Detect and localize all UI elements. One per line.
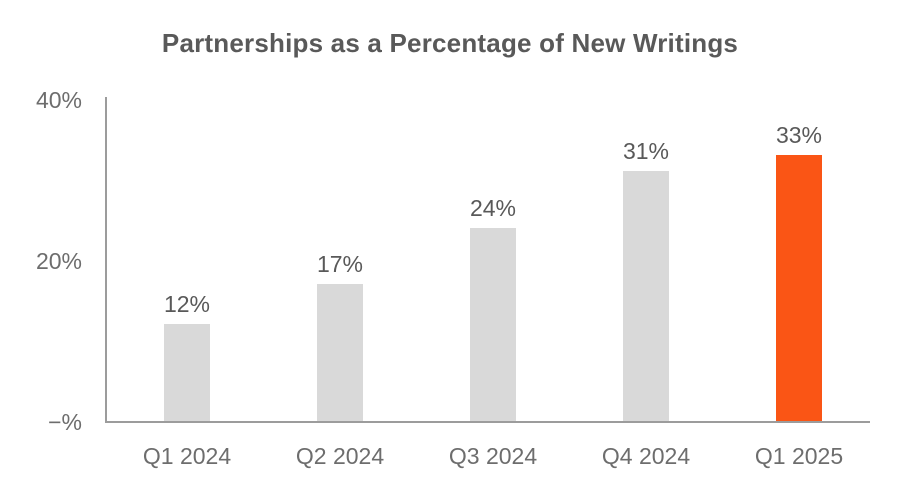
bar-value-label: 12% <box>163 291 211 317</box>
chart-title: Partnerships as a Percentage of New Writ… <box>161 28 739 58</box>
x-tick-label: Q4 2024 <box>601 443 691 469</box>
x-tick-label: Q3 2024 <box>448 443 538 469</box>
y-tick-label: 40% <box>35 87 82 113</box>
y-tick-label: −% <box>48 409 82 435</box>
bar <box>623 171 669 421</box>
bar-value-label: 24% <box>469 195 517 221</box>
bar-value-label: 17% <box>316 251 364 277</box>
y-axis-line <box>105 97 107 423</box>
x-tick-label: Q1 2024 <box>142 443 232 469</box>
x-tick-label: Q1 2025 <box>754 443 844 469</box>
bar <box>470 228 516 421</box>
bar <box>776 155 822 421</box>
bar <box>317 284 363 421</box>
y-tick-label: 20% <box>35 248 82 274</box>
x-tick-label: Q2 2024 <box>295 443 385 469</box>
bar <box>164 324 210 421</box>
bar-value-label: 31% <box>622 138 670 164</box>
bar-value-label: 33% <box>775 122 823 148</box>
x-axis-line <box>105 421 870 423</box>
